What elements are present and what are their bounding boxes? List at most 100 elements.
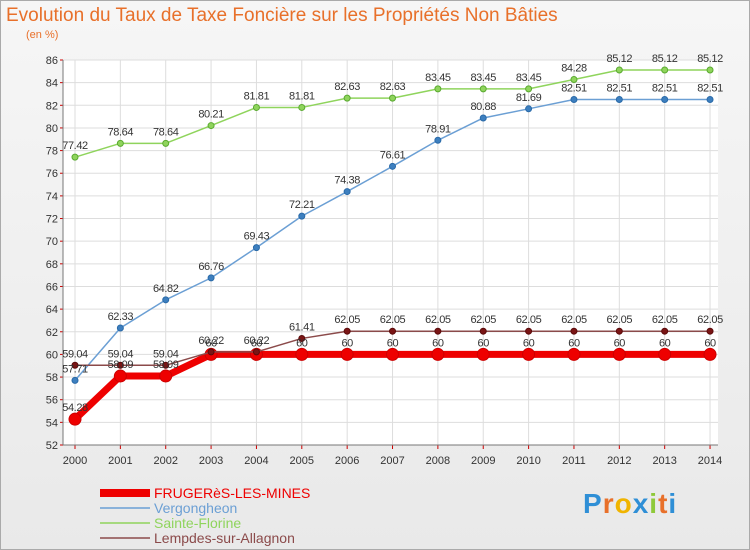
data-point: [661, 66, 669, 74]
data-point: [71, 361, 79, 369]
y-tick-label: 78: [46, 146, 58, 158]
data-label: 60: [205, 337, 217, 349]
data-label: 59.04: [108, 348, 134, 360]
data-label: 62.05: [561, 314, 587, 326]
legend-label: FRUGERèS-LES-MINES: [154, 485, 310, 501]
x-tick-label: 2002: [153, 455, 177, 467]
legend: FRUGERèS-LES-MINESVergongheonSainte-Flor…: [100, 485, 310, 546]
chart-title: Evolution du Taux de Taxe Foncière sur l…: [6, 5, 558, 26]
data-point: [479, 114, 487, 122]
logo-letter: r: [602, 488, 615, 519]
data-label: 62.05: [516, 314, 542, 326]
data-label: 85.12: [607, 53, 633, 65]
data-point: [162, 361, 170, 369]
data-label: 82.63: [380, 81, 406, 93]
x-tick-label: 2008: [426, 455, 450, 467]
data-point: [434, 327, 442, 335]
data-point: [525, 85, 533, 93]
data-label: 82.63: [334, 81, 360, 93]
data-point: [479, 85, 487, 93]
data-point: [434, 85, 442, 93]
data-point: [343, 327, 351, 335]
x-tick-label: 2000: [63, 455, 87, 467]
data-label: 57.71: [62, 363, 88, 375]
data-point: [570, 75, 578, 83]
data-label: 85.12: [652, 53, 678, 65]
data-label: 62.05: [380, 314, 406, 326]
data-point: [386, 347, 400, 361]
logo-letter: x: [632, 488, 650, 519]
data-label: 60: [523, 337, 535, 349]
data-label: 54.28: [62, 402, 88, 414]
data-label: 78.91: [425, 123, 451, 135]
data-point: [295, 347, 309, 361]
x-tick-label: 2013: [652, 455, 676, 467]
data-label: 82.51: [607, 83, 633, 95]
data-label: 62.05: [470, 314, 496, 326]
plot-area: [63, 60, 718, 445]
data-label: 60: [478, 337, 490, 349]
x-tick-label: 2011: [562, 455, 586, 467]
data-point: [431, 347, 445, 361]
data-label: 60: [568, 337, 580, 349]
x-tick-label: 2001: [108, 455, 132, 467]
data-point: [252, 103, 260, 111]
data-point: [116, 139, 124, 147]
x-tick-label: 2014: [698, 455, 722, 467]
data-point: [252, 244, 260, 252]
y-tick-label: 74: [46, 191, 58, 203]
y-tick-label: 62: [46, 327, 58, 339]
data-label: 78.64: [108, 126, 134, 138]
data-label: 66.76: [198, 261, 224, 273]
data-point: [159, 369, 173, 383]
data-label: 69.43: [244, 231, 270, 243]
data-point: [522, 347, 536, 361]
data-point: [162, 139, 170, 147]
data-label: 83.45: [425, 72, 451, 84]
grid: [63, 59, 718, 446]
data-label: 62.05: [607, 314, 633, 326]
logo-letter: P: [583, 488, 603, 519]
data-label: 85.12: [697, 53, 723, 65]
data-point: [434, 136, 442, 144]
data-label: 60: [614, 337, 626, 349]
data-point: [207, 348, 215, 356]
data-label: 76.61: [380, 149, 406, 161]
data-point: [389, 94, 397, 102]
data-point: [612, 347, 626, 361]
data-point: [343, 188, 351, 196]
data-label: 59.04: [153, 348, 179, 360]
data-point: [116, 324, 124, 332]
axes: 52 54 56 58 60 62 64 66 68 70 72 74 76 78 80 82 84 86 2000…: [46, 55, 723, 467]
legend-label: Vergongheon: [154, 500, 237, 516]
data-point: [615, 327, 623, 335]
data-label: 58.09: [108, 359, 134, 371]
y-tick-label: 58: [46, 372, 58, 384]
data-label: 83.45: [470, 72, 496, 84]
data-label: 82.51: [697, 83, 723, 95]
data-label: 62.05: [697, 314, 723, 326]
data-point: [706, 96, 714, 104]
data-point: [162, 296, 170, 304]
data-label: 60.22: [198, 335, 224, 347]
data-label: 61.41: [289, 321, 315, 333]
data-point: [476, 347, 490, 361]
data-point: [389, 327, 397, 335]
logo-letter: t: [658, 488, 669, 519]
data-label: 81.81: [289, 90, 315, 102]
legend-label: Lempdes-sur-Allagnon: [154, 530, 295, 546]
data-label: 62.33: [108, 311, 134, 323]
data-label: 60.22: [244, 335, 270, 347]
data-label: 64.82: [153, 283, 179, 295]
data-point: [116, 361, 124, 369]
data-point: [615, 96, 623, 104]
data-point: [567, 347, 581, 361]
data-point: [71, 153, 79, 161]
data-label: 81.81: [244, 90, 270, 102]
data-label: 80.88: [470, 101, 496, 113]
legend-label: Sainte-Florine: [154, 515, 241, 531]
data-point: [71, 376, 79, 384]
data-label: 60: [387, 337, 399, 349]
data-label: 81.69: [516, 92, 542, 104]
